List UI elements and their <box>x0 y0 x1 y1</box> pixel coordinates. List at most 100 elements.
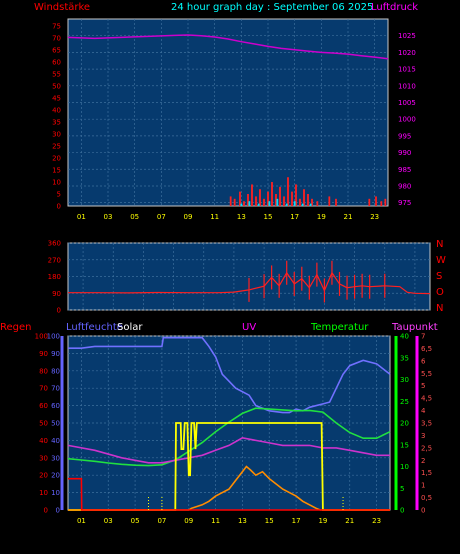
dir-tick-label: 270 <box>48 256 61 264</box>
right-tick-label: 1005 <box>398 99 416 107</box>
humidity-tick-label: 50 <box>51 420 60 428</box>
compass-label: O <box>436 287 444 298</box>
humidity-tick-label: 10 <box>51 489 60 497</box>
humidity-tick-label: 70 <box>51 385 60 393</box>
direction-line <box>68 271 431 295</box>
x-tick-label: 13 <box>237 213 246 221</box>
humidity-tick-label: 100 <box>47 333 60 341</box>
x-tick-label: 19 <box>318 517 327 525</box>
dew-tick-label: 0,5 <box>421 494 432 502</box>
right-tick-label: 975 <box>398 199 411 207</box>
left-tick-label: 60 <box>52 59 61 67</box>
x-tick-label: 03 <box>104 517 113 525</box>
dew-tick-label: 5 <box>421 382 425 390</box>
rain-tick-label: 10 <box>39 489 48 497</box>
solar-label: Solar <box>117 322 143 333</box>
temp-label: Temperatur <box>310 322 369 333</box>
rain-tick-label: 60 <box>39 402 48 410</box>
humidity-line <box>68 336 391 414</box>
rain-tick-label: 90 <box>39 350 48 358</box>
left-tick-label: 15 <box>52 167 61 175</box>
left-tick-label: 65 <box>52 47 61 55</box>
right-tick-label: 1010 <box>398 82 416 90</box>
left-tick-label: 45 <box>52 95 61 103</box>
solar-line <box>68 422 390 511</box>
rain-tick-label: 50 <box>39 420 48 428</box>
dew-tick-label: 2,5 <box>421 444 432 452</box>
dir-tick-label: 90 <box>52 290 61 298</box>
chart-title: 24 hour graph day : September 06 2025 <box>171 2 373 13</box>
x-tick-label: 07 <box>157 517 166 525</box>
dew-tick-label: 1 <box>421 482 425 490</box>
temp-tick-label: 0 <box>400 507 404 515</box>
x-tick-label: 05 <box>130 213 139 221</box>
right-tick-label: 1000 <box>398 116 416 124</box>
left-axis-title: Windstärke <box>34 2 90 13</box>
x-tick-label: 23 <box>370 213 379 221</box>
left-tick-label: 50 <box>52 83 61 91</box>
rain-label: Regen <box>0 322 32 333</box>
right-tick-label: 1015 <box>398 66 416 74</box>
temp-tick-label: 40 <box>400 333 409 341</box>
humidity-tick-label: 30 <box>51 454 60 462</box>
temp-tick-label: 25 <box>400 398 409 406</box>
humidity-tick-label: 20 <box>51 472 60 480</box>
dew-tick-label: 6 <box>421 357 426 365</box>
temp-tick-label: 20 <box>400 420 409 428</box>
x-tick-label: 23 <box>372 517 381 525</box>
x-tick-label: 01 <box>77 213 86 221</box>
x-tick-label: 09 <box>184 517 193 525</box>
x-tick-label: 15 <box>264 213 273 221</box>
left-tick-label: 75 <box>52 23 61 31</box>
temp-tick-label: 15 <box>400 441 409 449</box>
rain-tick-label: 40 <box>39 437 48 445</box>
dew-tick-label: 4,5 <box>421 395 432 403</box>
left-tick-label: 10 <box>52 179 61 187</box>
x-tick-label: 09 <box>184 213 193 221</box>
compass-label: S <box>436 271 442 282</box>
temp-tick-label: 35 <box>400 354 409 362</box>
x-tick-label: 21 <box>345 517 354 525</box>
rain-tick-label: 70 <box>39 385 48 393</box>
humidity-tick-label: 90 <box>51 350 60 358</box>
x-tick-label: 21 <box>344 213 353 221</box>
x-tick-label: 15 <box>265 517 274 525</box>
rain-tick-label: 0 <box>44 507 48 515</box>
dew-tick-label: 3 <box>421 432 425 440</box>
dew-tick-label: 0 <box>421 507 425 515</box>
x-tick-label: 03 <box>104 213 113 221</box>
dew-tick-label: 4 <box>421 407 426 415</box>
dir-tick-label: 0 <box>57 307 61 315</box>
humidity-tick-label: 40 <box>51 437 60 445</box>
x-tick-label: 13 <box>238 517 247 525</box>
rain-tick-label: 30 <box>39 454 48 462</box>
dewpoint-line <box>67 437 390 464</box>
rain-tick-label: 100 <box>35 333 48 341</box>
wind-pressure-plot <box>67 18 389 207</box>
rain-tick-label: 80 <box>39 367 48 375</box>
left-tick-label: 0 <box>57 203 61 211</box>
dew-tick-label: 3,5 <box>421 420 432 428</box>
compass-label: W <box>436 255 446 266</box>
x-tick-label: 01 <box>77 517 86 525</box>
left-tick-label: 25 <box>52 143 61 151</box>
humidity-label: Luftfeuchte <box>66 322 123 333</box>
right-tick-label: 995 <box>398 132 411 140</box>
dew-tick-label: 6,5 <box>421 345 432 353</box>
x-tick-label: 11 <box>211 517 220 525</box>
x-tick-label: 11 <box>210 213 219 221</box>
x-tick-label: 07 <box>157 213 166 221</box>
right-tick-label: 980 <box>398 182 411 190</box>
left-tick-label: 35 <box>52 119 61 127</box>
left-tick-label: 30 <box>52 131 61 139</box>
dir-tick-label: 180 <box>48 273 61 281</box>
left-tick-label: 20 <box>52 155 61 163</box>
x-tick-label: 17 <box>292 517 301 525</box>
x-tick-label: 05 <box>131 517 140 525</box>
right-tick-label: 1020 <box>398 49 416 57</box>
x-tick-label: 17 <box>290 213 299 221</box>
left-tick-label: 55 <box>52 71 61 79</box>
x-tick-label: 19 <box>317 213 326 221</box>
dew-tick-label: 7 <box>421 333 425 341</box>
